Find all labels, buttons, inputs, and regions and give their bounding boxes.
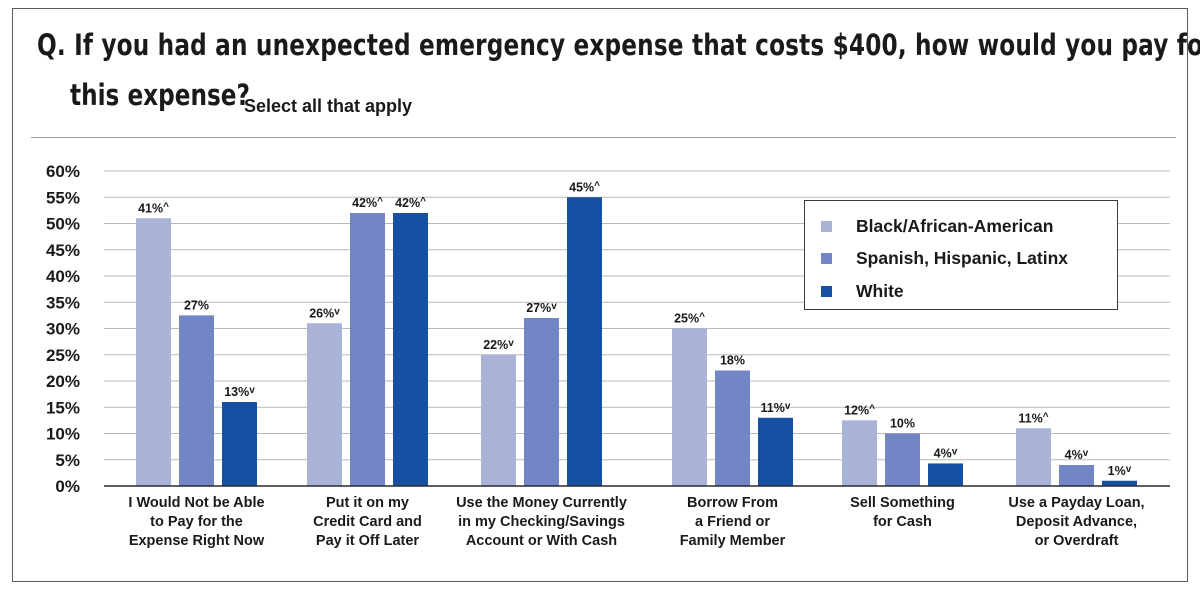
bar [672,328,707,486]
x-category-label: Account or With Cash [466,533,617,549]
bar [222,402,257,486]
bar [350,213,385,486]
bar-value-label: 13%v [224,385,255,399]
bar-value-label: 4%v [934,446,958,460]
question-title-line2: this expense? [70,78,295,112]
legend-item-spanish-hispanic-latinx: Spanish, Hispanic, Latinx [821,247,1068,269]
x-category-label: a Friend or [695,514,770,530]
x-category-label: to Pay for the [150,514,243,530]
bar [885,433,920,486]
question-title-line2-text: this expense? [70,78,251,112]
x-category-label: or Overdraft [1035,533,1119,549]
y-tick-label: 50% [46,215,80,234]
bar [758,417,793,486]
legend-label-white: White [856,280,904,301]
bars [136,197,1137,486]
legend-swatch-white [821,285,832,297]
x-axis-category-labels: I Would Not be Able to Pay for the Expense… [128,495,1144,549]
y-tick-label: 55% [46,188,80,207]
x-category-label: for Cash [873,514,932,530]
x-category-label: Family Member [680,533,786,549]
bar [1102,480,1137,486]
bar [567,197,602,486]
y-tick-label: 10% [46,425,80,444]
y-tick-label: 25% [46,346,80,365]
legend-label-black-african-american: Black/African-American [856,215,1054,236]
bar-value-label: 11%^ [1018,411,1048,425]
bar-value-labels: 41%^ 26%v 22%v 25%^ 12%^ 11%^ 27% 42%^ 27%v 18% 10… [138,180,1132,478]
bar-value-label: 10% [890,417,915,431]
y-tick-label: 40% [46,267,80,286]
legend-swatch-black-african-american [821,220,832,232]
x-category-label: Credit Card and [313,514,422,530]
bar-value-label: 27%v [526,301,557,315]
bar [307,323,342,486]
legend-swatch-spanish-hispanic-latinx [821,252,832,264]
bar-value-label: 42%^ [395,196,426,210]
bar [524,318,559,486]
bar [481,354,516,486]
x-category-label: Use the Money Currently [456,495,627,511]
legend-item-black-african-american: Black/African-American [821,215,1053,237]
x-category-label: Put it on my [326,495,409,511]
title-divider [31,137,1176,138]
bar [1016,428,1051,486]
chart-frame [12,8,1188,582]
x-category-label: in my Checking/Savings [458,514,625,530]
x-category-label: Use a Payday Loan, [1008,495,1144,511]
bar [715,370,750,486]
y-tick-label: 20% [46,372,80,391]
bar-value-label: 25%^ [674,312,705,326]
question-title-line1: Q. If you had an unexpected emergency ex… [37,28,1200,62]
bar-value-label: 11%v [761,401,791,415]
bar-value-label: 41%^ [138,201,169,215]
bar-value-label: 4%v [1065,448,1089,462]
x-category-label: Sell Something [850,495,955,511]
bar [1059,465,1094,486]
bar [393,213,428,486]
bar-value-label: 12%^ [844,403,875,417]
bar-value-label: 45%^ [569,180,600,194]
legend-label-spanish-hispanic-latinx: Spanish, Hispanic, Latinx [856,247,1068,268]
bar-value-label: 26%v [309,306,340,320]
y-tick-label: 0% [55,477,80,496]
bar-value-label: 18% [720,354,745,368]
y-tick-label: 30% [46,320,80,339]
bar [928,463,963,486]
y-tick-label: 5% [55,451,80,470]
question-instruction: Select all that apply [244,96,413,116]
bar [842,420,877,486]
x-category-label: Pay it Off Later [316,533,419,549]
y-tick-label: 15% [46,398,80,417]
legend: Black/African-American Spanish, Hispanic… [804,200,1118,310]
bar-value-label: 22%v [483,338,514,352]
bar-value-label: 27% [184,298,209,312]
y-axis-ticks: 0% 5% 10% 15% 20% 25% 30% 35% 40% 45% 50% 55% 60% [46,162,80,496]
bar-value-label: 42%^ [352,196,383,210]
y-tick-label: 45% [46,241,80,260]
y-tick-label: 35% [46,293,80,312]
x-category-label: Borrow From [687,495,778,511]
legend-item-white: White [821,280,904,302]
x-category-label: Expense Right Now [129,533,265,549]
x-category-label: Deposit Advance, [1016,514,1137,530]
x-category-label: I Would Not be Able [128,495,264,511]
y-tick-label: 60% [46,162,80,181]
bar [136,218,171,486]
bar [179,315,214,486]
bar-value-label: 1%v [1108,464,1132,478]
